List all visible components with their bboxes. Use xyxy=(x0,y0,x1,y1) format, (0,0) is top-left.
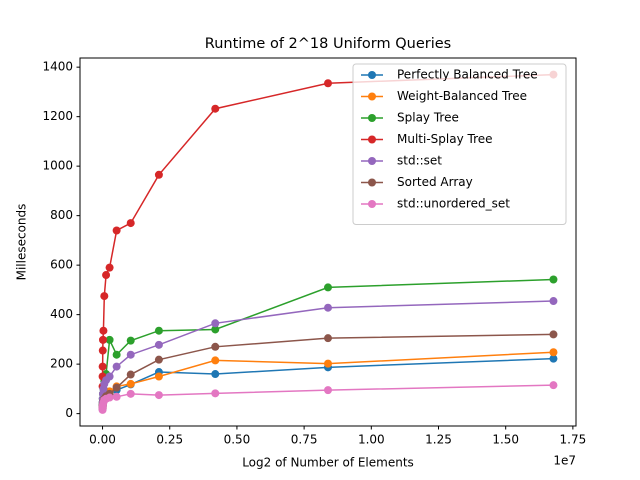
legend-label: Splay Tree xyxy=(397,111,459,125)
y-tick-label: 800 xyxy=(50,208,73,222)
x-tick-label: 0.25 xyxy=(156,433,183,447)
data-point xyxy=(126,336,135,345)
y-tick-label: 1200 xyxy=(42,109,73,123)
x-tick-label: 1.25 xyxy=(425,433,452,447)
data-point xyxy=(154,372,163,381)
data-point xyxy=(105,393,114,402)
legend-marker xyxy=(368,135,376,144)
data-point xyxy=(126,350,135,359)
y-tick-label: 400 xyxy=(50,307,73,321)
data-point xyxy=(100,292,109,301)
y-axis-label: Milleseconds xyxy=(15,204,29,281)
data-point xyxy=(549,330,558,339)
data-point xyxy=(211,356,220,365)
data-point xyxy=(211,104,220,113)
data-point xyxy=(154,326,163,335)
x-tick-label: 1.75 xyxy=(560,433,587,447)
legend-marker xyxy=(368,178,376,187)
legend-label: Weight-Balanced Tree xyxy=(397,89,527,103)
data-point xyxy=(112,362,121,371)
data-point xyxy=(211,389,220,398)
y-tick-label: 0 xyxy=(65,406,73,420)
axes-frame xyxy=(79,57,577,427)
data-point xyxy=(549,348,558,357)
y-tick-label: 600 xyxy=(50,258,73,272)
data-point xyxy=(126,379,135,388)
legend-marker xyxy=(368,157,376,165)
data-point xyxy=(324,359,332,368)
x-tick-label: 0.00 xyxy=(89,433,116,447)
y-tick-label: 1000 xyxy=(42,159,73,173)
data-point xyxy=(549,381,558,390)
data-point xyxy=(211,342,220,351)
legend-marker xyxy=(368,114,376,122)
legend-marker xyxy=(368,71,376,79)
data-point xyxy=(126,370,135,379)
y-tick-label: 1400 xyxy=(42,60,73,74)
data-point xyxy=(98,346,107,355)
data-point xyxy=(126,389,135,398)
data-point xyxy=(324,283,332,292)
data-point xyxy=(112,383,121,392)
data-point xyxy=(549,275,558,284)
x-tick-label: 0.50 xyxy=(224,433,251,447)
data-point xyxy=(549,297,558,306)
data-point xyxy=(105,263,114,272)
legend-label: std::set xyxy=(397,154,442,168)
legend: Perfectly Balanced Tree Weight-Balanced T… xyxy=(352,63,567,225)
legend-label: Multi-Splay Tree xyxy=(397,132,493,146)
legend-box xyxy=(352,63,567,225)
data-point xyxy=(126,219,135,228)
legend-label: std::unordered_set xyxy=(397,197,510,211)
x-axis-label: Log2 of Number of Elements xyxy=(242,456,414,470)
data-point xyxy=(324,79,332,88)
data-point xyxy=(324,386,332,395)
x-tick-label: 1.00 xyxy=(358,433,385,447)
y-tick-label: 200 xyxy=(50,357,73,371)
data-point xyxy=(154,340,163,349)
data-point xyxy=(105,372,114,381)
data-point xyxy=(154,391,163,400)
data-point xyxy=(105,335,114,344)
data-point xyxy=(112,392,121,401)
legend-label: Sorted Array xyxy=(397,175,473,189)
x-tick-label: 0.75 xyxy=(291,433,318,447)
data-point xyxy=(211,370,220,379)
data-point xyxy=(154,170,163,179)
data-point xyxy=(102,271,111,280)
data-point xyxy=(112,350,121,359)
legend-marker xyxy=(368,200,376,208)
data-point xyxy=(324,303,332,312)
data-point xyxy=(112,226,121,235)
data-point xyxy=(98,362,107,371)
data-point xyxy=(99,326,108,335)
data-point xyxy=(211,319,220,328)
legend-label: Perfectly Balanced Tree xyxy=(397,68,538,82)
chart-title: Runtime of 2^18 Uniform Queries xyxy=(205,36,451,52)
x-tick-label: 1.50 xyxy=(492,433,519,447)
legend-marker xyxy=(368,92,376,101)
data-point xyxy=(154,355,163,364)
x-offset-label: 1e7 xyxy=(553,454,576,468)
data-point xyxy=(211,325,220,334)
plot-area xyxy=(98,70,558,414)
data-point xyxy=(98,335,107,344)
data-point xyxy=(549,354,558,363)
data-point xyxy=(324,334,332,343)
